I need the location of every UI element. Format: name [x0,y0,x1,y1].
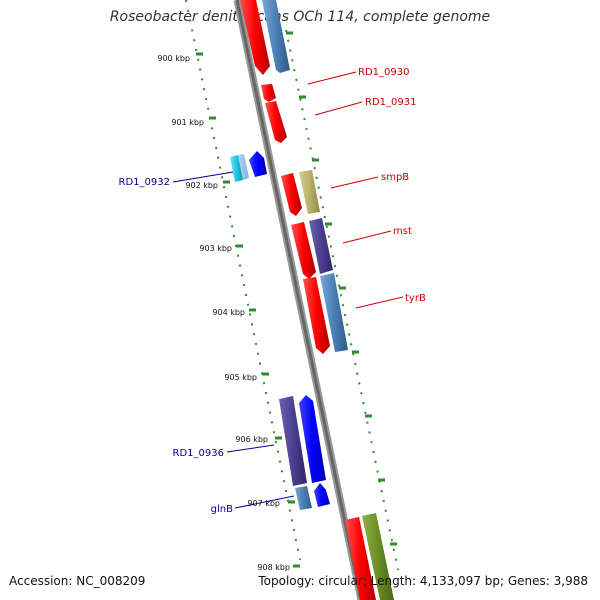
gene-labels-right: RD1_0930 RD1_0931 smpB mst tyrB [358,67,426,304]
gene-feature[interactable] [309,218,333,274]
kbp-labels: 900 kbp 901 kbp 902 kbp 903 kbp 904 kbp … [157,54,290,572]
kbp-label: 906 kbp [235,435,268,444]
gene-feature[interactable] [279,396,307,486]
gene-feature[interactable] [314,483,330,507]
gene-label-rd1-0931[interactable]: RD1_0931 [365,97,416,108]
gene-label-mst[interactable]: mst [393,226,412,237]
tick-track-right [285,29,399,571]
kbp-label: 908 kbp [257,563,290,572]
kbp-label: 901 kbp [171,118,204,127]
kbp-label: 904 kbp [212,308,245,317]
kbp-label: 903 kbp [199,244,232,253]
kbp-label: 905 kbp [224,373,257,382]
gene-label-rd1-0930[interactable]: RD1_0930 [358,67,409,78]
major-ticks-left [196,52,300,568]
genome-title: Roseobacter denitrificans OCh 114, compl… [109,9,491,25]
gene-features-forward[interactable] [240,0,394,600]
gene-feature[interactable] [345,517,376,600]
gene-features-reverse[interactable] [230,151,330,510]
gene-feature[interactable] [299,170,320,214]
topology-text: Topology: circular; Length: 4,133,097 bp… [258,574,588,588]
gene-label-rd1-0932[interactable]: RD1_0932 [119,177,170,188]
gene-label-tyrb[interactable]: tyrB [405,293,426,304]
tick-track-left [185,0,301,561]
gene-feature[interactable] [262,0,290,73]
genome-backbone [233,0,365,600]
callouts-right [307,71,404,309]
major-ticks-right [286,31,397,546]
gene-label-rd1-0936[interactable]: RD1_0936 [173,448,224,459]
gene-feature[interactable] [303,277,330,354]
gene-labels-left: RD1_0932 RD1_0936 glnB [119,177,234,515]
gene-feature[interactable] [291,222,316,279]
kbp-label: 900 kbp [157,54,190,63]
gene-feature[interactable] [249,151,267,177]
kbp-label: 907 kbp [247,499,280,508]
kbp-label: 902 kbp [185,181,218,190]
gene-label-smpb[interactable]: smpB [381,172,409,183]
gene-feature[interactable] [299,395,326,483]
gene-feature[interactable] [240,0,270,75]
gene-feature[interactable] [265,101,287,143]
gene-feature[interactable] [230,155,243,182]
gene-feature[interactable] [295,486,312,510]
gene-feature[interactable] [261,84,276,102]
gene-feature[interactable] [320,273,348,352]
gene-label-glnb[interactable]: glnB [211,504,233,515]
gene-feature[interactable] [281,173,302,216]
gene-feature[interactable] [362,513,394,600]
gene-feature[interactable] [238,154,249,180]
accession-text: Accession: NC_008209 [9,574,146,588]
callouts-left [172,171,295,509]
